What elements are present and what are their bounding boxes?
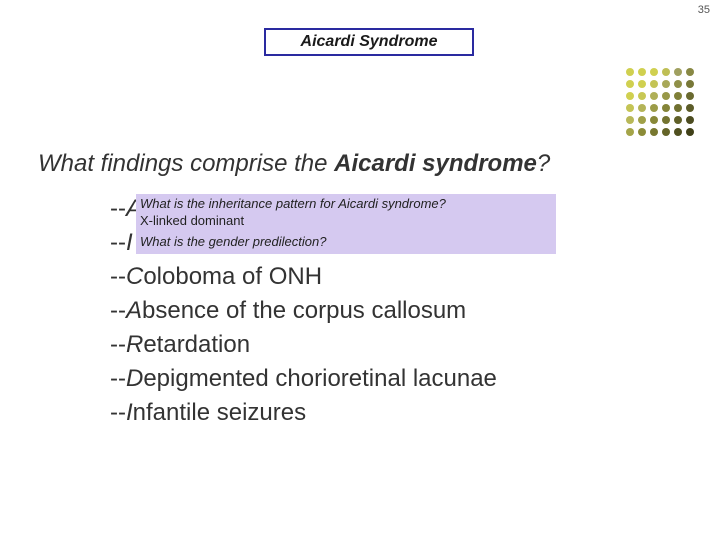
- dot-icon: [626, 104, 634, 112]
- list-item-firstletter: D: [126, 365, 143, 392]
- list-item-rest: bsence of the corpus callosum: [142, 297, 466, 324]
- list-item-prefix: --: [110, 229, 126, 256]
- list-item-firstletter: R: [126, 331, 143, 358]
- callout-inheritance-q: What is the inheritance pattern for Aica…: [140, 196, 552, 213]
- dot-icon: [638, 92, 646, 100]
- dot-icon: [686, 68, 694, 76]
- list-item-prefix: --: [110, 331, 126, 358]
- callout-gender-text: What is the gender predilection?: [140, 234, 326, 249]
- list-item-firstletter: I: [126, 229, 133, 256]
- dot-icon: [638, 104, 646, 112]
- dot-icon: [650, 128, 658, 136]
- dot-icon: [650, 116, 658, 124]
- question-bold: Aicardi syndrome: [334, 150, 537, 177]
- list-item-prefix: --: [110, 195, 126, 222]
- list-item-rest: epigmented chorioretinal lacunae: [143, 365, 497, 392]
- list-item-rest: oloboma of ONH: [143, 263, 322, 290]
- dot-icon: [686, 92, 694, 100]
- question-prefix: What findings comprise the: [38, 150, 334, 177]
- dot-icon: [626, 116, 634, 124]
- list-item: --Depigmented chorioretinal lacunae: [110, 362, 497, 396]
- dot-icon: [626, 128, 634, 136]
- list-item-prefix: --: [110, 365, 126, 392]
- dot-icon: [650, 104, 658, 112]
- dot-icon: [674, 68, 682, 76]
- dot-icon: [662, 92, 670, 100]
- dot-icon: [662, 68, 670, 76]
- list-item: --Absence of the corpus callosum: [110, 294, 497, 328]
- dot-icon: [674, 80, 682, 88]
- dot-icon: [674, 92, 682, 100]
- callout-inheritance-a: X-linked dominant: [140, 213, 552, 230]
- dot-icon: [638, 68, 646, 76]
- dot-icon: [674, 116, 682, 124]
- dot-icon: [638, 116, 646, 124]
- dot-icon: [686, 104, 694, 112]
- dot-icon: [662, 128, 670, 136]
- list-item-prefix: --: [110, 263, 126, 290]
- dot-icon: [686, 128, 694, 136]
- main-question: What findings comprise the Aicardi syndr…: [38, 150, 550, 178]
- list-item: --Infantile seizures: [110, 396, 497, 430]
- dot-icon: [626, 68, 634, 76]
- list-item-firstletter: I: [126, 399, 133, 426]
- dot-icon: [626, 92, 634, 100]
- dot-icon: [674, 104, 682, 112]
- list-item: --Retardation: [110, 328, 497, 362]
- dot-icon: [662, 116, 670, 124]
- dot-icon: [662, 80, 670, 88]
- list-item-firstletter: A: [126, 297, 142, 324]
- title-box: Aicardi Syndrome: [264, 28, 474, 56]
- list-item-rest: etardation: [143, 331, 250, 358]
- callout-inheritance: What is the inheritance pattern for Aica…: [136, 194, 556, 232]
- question-suffix: ?: [537, 150, 550, 177]
- callout-gender: What is the gender predilection?: [136, 232, 556, 254]
- dot-icon: [638, 80, 646, 88]
- dot-icon: [686, 116, 694, 124]
- dot-icon: [674, 128, 682, 136]
- list-item: --Coloboma of ONH: [110, 260, 497, 294]
- dot-icon: [650, 80, 658, 88]
- page-number: 35: [698, 4, 710, 16]
- dot-icon: [650, 68, 658, 76]
- list-item-prefix: --: [110, 399, 126, 426]
- corner-dots-graphic: [626, 68, 696, 138]
- dot-icon: [638, 128, 646, 136]
- list-item-rest: nfantile seizures: [133, 399, 306, 426]
- dot-icon: [662, 104, 670, 112]
- list-item-prefix: --: [110, 297, 126, 324]
- list-item-firstletter: C: [126, 263, 143, 290]
- title-text: Aicardi Syndrome: [301, 33, 438, 51]
- dot-icon: [686, 80, 694, 88]
- dot-icon: [650, 92, 658, 100]
- dot-icon: [626, 80, 634, 88]
